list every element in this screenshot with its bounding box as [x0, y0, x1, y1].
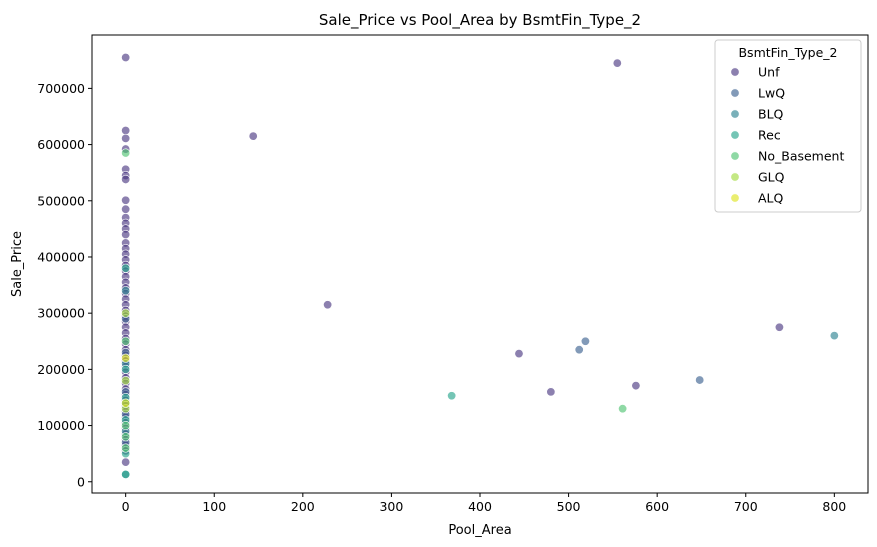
- data-point-rec: [121, 263, 131, 273]
- legend-title: BsmtFin_Type_2: [738, 45, 837, 60]
- data-point-unf: [121, 204, 131, 214]
- legend-label-no-basement: No_Basement: [758, 149, 844, 164]
- legend-label-unf: Unf: [758, 65, 780, 80]
- y-tick-label: 700000: [37, 81, 85, 96]
- x-tick-label: 0: [122, 499, 130, 514]
- data-point-no-basement: [121, 336, 131, 346]
- data-point-rec: [447, 391, 457, 401]
- data-point-unf: [121, 195, 131, 205]
- x-tick-label: 500: [557, 499, 581, 514]
- data-point-unf: [121, 457, 131, 467]
- chart-title: Sale_Price vs Pool_Area by BsmtFin_Type_…: [319, 11, 641, 30]
- x-tick-label: 800: [822, 499, 846, 514]
- data-point-no-basement: [121, 421, 131, 431]
- data-point-unf: [121, 174, 131, 184]
- y-tick-label: 500000: [37, 193, 85, 208]
- data-point-alq: [121, 353, 131, 363]
- legend-label-lwq: LwQ: [758, 86, 785, 101]
- legend-label-glq: GLQ: [758, 170, 785, 185]
- legend: BsmtFin_Type_2 Unf LwQ BLQ Rec No_Basement GL…: [714, 39, 862, 213]
- data-point-lwq: [574, 345, 584, 355]
- x-tick-label: 300: [379, 499, 403, 514]
- data-point-blq: [121, 286, 131, 296]
- data-point-no-basement: [121, 432, 131, 442]
- y-tick-label: 0: [77, 474, 85, 489]
- legend-marker-glq: [730, 172, 740, 182]
- legend-marker-no-basement: [730, 151, 740, 161]
- legend-marker-rec: [730, 130, 740, 140]
- x-tick-label: 400: [468, 499, 492, 514]
- legend-marker-blq: [730, 109, 740, 119]
- y-tick-label: 200000: [37, 362, 85, 377]
- data-point-unf: [121, 230, 131, 240]
- points-layer: [121, 52, 839, 480]
- data-point-lwq: [580, 336, 590, 346]
- legend-marker-alq: [730, 193, 740, 203]
- data-point-unf: [121, 52, 131, 62]
- legend-marker-unf: [730, 67, 740, 77]
- x-axis: 0 100 200 300 400 500 600 700 800: [122, 493, 846, 514]
- data-point-blq: [829, 331, 839, 341]
- x-tick-label: 100: [202, 499, 226, 514]
- data-point-no-basement: [618, 404, 628, 414]
- data-point-unf: [248, 131, 258, 141]
- data-point-unf: [514, 349, 524, 359]
- data-point-no-basement: [121, 148, 131, 158]
- data-point-unf: [121, 126, 131, 136]
- data-point-rec: [121, 364, 131, 374]
- y-tick-label: 400000: [37, 249, 85, 264]
- x-axis-label: Pool_Area: [448, 523, 511, 538]
- data-point-no-basement: [121, 443, 131, 453]
- data-point-unf: [774, 322, 784, 332]
- legend-box: [714, 39, 862, 213]
- data-point-unf: [323, 300, 333, 310]
- data-point-rec: [121, 469, 131, 479]
- data-point-unf: [612, 58, 622, 68]
- legend-label-blq: BLQ: [758, 107, 784, 122]
- x-tick-label: 200: [291, 499, 315, 514]
- legend-label-alq: ALQ: [758, 191, 784, 206]
- y-tick-label: 300000: [37, 306, 85, 321]
- y-axis: 0 100000 200000 300000 400000 500000 600000 700…: [37, 81, 92, 489]
- data-point-glq: [121, 376, 131, 386]
- data-point-alq: [121, 398, 131, 408]
- y-tick-label: 600000: [37, 137, 85, 152]
- data-point-glq: [121, 308, 131, 318]
- y-axis-label: Sale_Price: [10, 231, 25, 297]
- x-tick-label: 700: [734, 499, 758, 514]
- x-tick-label: 600: [645, 499, 669, 514]
- data-point-unf: [121, 133, 131, 143]
- legend-entries: Unf LwQ BLQ Rec No_Basement GLQ ALQ: [730, 65, 844, 206]
- y-tick-label: 100000: [37, 418, 85, 433]
- legend-marker-lwq: [730, 88, 740, 98]
- data-point-lwq: [695, 375, 705, 385]
- data-point-unf: [546, 387, 556, 397]
- data-point-unf: [631, 381, 641, 391]
- legend-label-rec: Rec: [758, 128, 781, 143]
